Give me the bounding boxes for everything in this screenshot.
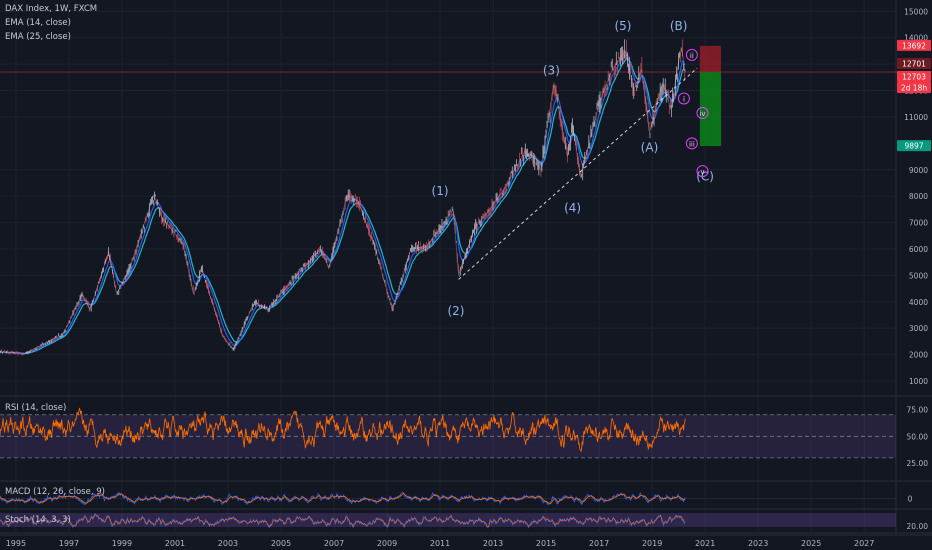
ema14-line bbox=[0, 53, 686, 355]
subwave-label: i bbox=[677, 92, 690, 105]
time-tick-label: 2009 bbox=[377, 539, 397, 548]
price-tick-label: 2000 bbox=[909, 351, 928, 360]
subwave-label: iii bbox=[685, 137, 698, 150]
price-tick-label: 9000 bbox=[909, 166, 928, 175]
ema25-legend[interactable]: EMA (25, close) bbox=[5, 32, 71, 42]
wave-label: (1) bbox=[432, 184, 449, 198]
grid bbox=[0, 0, 896, 532]
time-tick-label: 2025 bbox=[801, 539, 821, 548]
subwave-circle bbox=[696, 106, 709, 119]
subwave-circle bbox=[677, 92, 690, 105]
price-badge-bg bbox=[897, 71, 931, 83]
price-tick-label: 6000 bbox=[909, 245, 928, 254]
wave-label: (A) bbox=[641, 140, 659, 154]
stop-loss-zone[interactable] bbox=[699, 45, 722, 73]
wave-label: (B) bbox=[670, 19, 688, 33]
stoch-tick-label: 20.00 bbox=[907, 522, 929, 531]
subwave-label: v bbox=[696, 165, 709, 178]
subwave-text: iv bbox=[699, 110, 705, 118]
ema25-line bbox=[0, 57, 686, 354]
price-badge-text: 2d 18h bbox=[901, 84, 927, 93]
subwave-label: ii bbox=[685, 48, 698, 61]
subwave-text: ii bbox=[690, 52, 694, 60]
trendline[interactable] bbox=[458, 67, 698, 280]
subwave-circle bbox=[696, 165, 709, 178]
time-tick-label: 2019 bbox=[642, 539, 662, 548]
price-axis[interactable]: 1000 2000 3000 4000 5000 6000 7000 8000 9000 1100… bbox=[897, 7, 931, 386]
price-badge: 12703 bbox=[897, 71, 931, 83]
price-tick-label: 5000 bbox=[909, 271, 928, 280]
stoch-pane[interactable]: 20.00 bbox=[0, 513, 928, 531]
rsi-tick-label: 50.00 bbox=[907, 432, 929, 441]
rsi-tick-label: 75.00 bbox=[907, 405, 929, 414]
price-badge-text: 9897 bbox=[904, 142, 923, 151]
macd-tick-label: 0 bbox=[908, 495, 913, 504]
subwave-circle bbox=[685, 48, 698, 61]
price-line bbox=[0, 46, 686, 355]
rsi-line bbox=[0, 407, 686, 453]
price-tick-label: 4000 bbox=[909, 298, 928, 307]
macd-legend[interactable]: MACD (12, 26, close, 9) bbox=[5, 487, 105, 497]
price-badge-text: 12703 bbox=[902, 73, 926, 82]
time-tick-label: 2005 bbox=[271, 539, 291, 548]
time-tick-label: 1999 bbox=[112, 539, 132, 548]
rsi-pane[interactable]: 75.00 50.00 25.00 bbox=[0, 405, 928, 468]
time-tick-label: 2023 bbox=[748, 539, 768, 548]
subwave-text: v bbox=[700, 168, 704, 176]
ema14-legend[interactable]: EMA (14, close) bbox=[5, 18, 71, 28]
time-tick-label: 1997 bbox=[59, 539, 79, 548]
macd-pane[interactable]: 0 bbox=[0, 491, 913, 506]
time-tick-label: 2007 bbox=[324, 539, 344, 548]
time-tick-label: 1995 bbox=[6, 539, 26, 548]
time-tick-label: 2013 bbox=[483, 539, 503, 548]
price-badge: 9897 bbox=[897, 140, 931, 152]
stoch-d-line bbox=[0, 514, 686, 528]
price-tick-label: 7000 bbox=[909, 219, 928, 228]
price-badge-bg bbox=[897, 39, 931, 51]
wave-label: (2) bbox=[447, 304, 464, 318]
stoch-legend[interactable]: Stoch (14, 3, 3) bbox=[5, 515, 71, 525]
price-tick-label: 11000 bbox=[904, 113, 928, 122]
wave-label: (5) bbox=[614, 19, 631, 33]
time-tick-label: 2017 bbox=[589, 539, 609, 548]
price-badge: 12701 bbox=[897, 58, 931, 70]
price-badge: 13692 bbox=[897, 39, 931, 51]
subwave-label: iv bbox=[696, 106, 709, 119]
wave-label: (3) bbox=[543, 64, 560, 78]
price-badge-text: 12701 bbox=[902, 60, 926, 69]
time-tick-label: 2015 bbox=[536, 539, 556, 548]
time-tick-label: 2021 bbox=[695, 539, 715, 548]
time-tick-label: 2027 bbox=[854, 539, 874, 548]
price-bars bbox=[0, 39, 686, 356]
chart-title: DAX Index, 1W, FXCM bbox=[5, 4, 98, 14]
price-badge: 2d 18h bbox=[897, 82, 931, 94]
rsi-tick-label: 25.00 bbox=[907, 459, 929, 468]
price-tick-label: 14000 bbox=[904, 34, 928, 43]
time-axis[interactable]: 1995 1997 1999 2001 2003 2005 2007 2009 2011 2013… bbox=[6, 539, 875, 548]
price-tick-label: 1000 bbox=[909, 377, 928, 386]
price-tick-label: 15000 bbox=[904, 7, 928, 16]
time-tick-label: 2011 bbox=[430, 539, 450, 548]
price-tick-label: 8000 bbox=[909, 192, 928, 201]
subwave-text: iii bbox=[689, 140, 695, 148]
time-tick-label: 2003 bbox=[218, 539, 238, 548]
wave-label: (4) bbox=[564, 201, 581, 215]
time-tick-label: 2001 bbox=[165, 539, 185, 548]
price-badge-bg bbox=[897, 140, 931, 152]
rsi-legend[interactable]: RSI (14, close) bbox=[5, 403, 67, 413]
subwave-circle bbox=[685, 137, 698, 150]
price-badge-bg bbox=[897, 58, 931, 70]
price-tick-label: 3000 bbox=[909, 324, 928, 333]
subwave-text: i bbox=[683, 95, 685, 103]
take-profit-zone[interactable] bbox=[699, 72, 722, 147]
price-badge-bg bbox=[897, 82, 931, 94]
price-badge-text: 13692 bbox=[902, 41, 926, 50]
macd-signal-line bbox=[0, 493, 686, 504]
